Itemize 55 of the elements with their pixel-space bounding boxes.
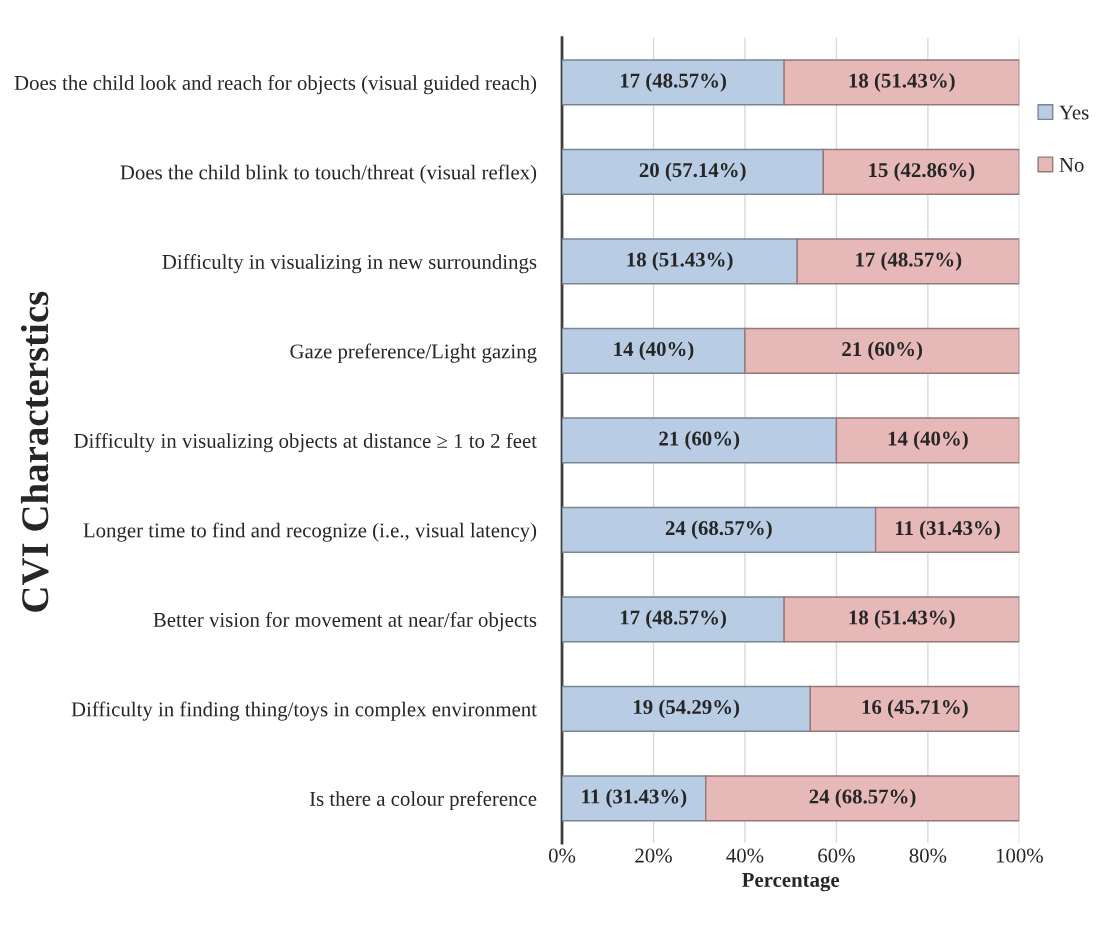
y-axis-title: CVI Characterstics [20, 291, 49, 612]
y-tick-label: Better vision for movement at near/far objects [153, 612, 537, 632]
data-label: 11 (31.43%) [582, 788, 687, 808]
bar [796, 238, 1020, 285]
x-tick-label: 100% [996, 848, 1043, 863]
data-label: 24 (68.57%) [809, 788, 916, 808]
x-tick-label: 60% [818, 848, 855, 863]
bar [783, 59, 1020, 106]
x-axis-title: Percentage [742, 873, 840, 892]
data-label: 24 (68.57%) [665, 520, 772, 540]
bar [822, 148, 1020, 195]
bar [783, 596, 1020, 643]
data-label: 18 (51.43%) [849, 72, 955, 92]
legend-label: Yes [1059, 105, 1089, 120]
data-label: 17 (48.57%) [856, 251, 962, 271]
bar [809, 685, 1020, 732]
data-label: 14 (40%) [888, 430, 968, 450]
data-label: 18 (51.43%) [849, 609, 955, 629]
x-tick-label: 0% [548, 848, 576, 863]
data-label: 17 (48.57%) [620, 609, 726, 629]
bar [562, 238, 798, 285]
bar [562, 685, 811, 732]
y-tick-label: Gaze preference/Light gazing [290, 343, 537, 363]
data-label: 20 (57.14%) [639, 162, 746, 182]
bar [874, 506, 1020, 553]
y-tick-label: Longer time to find and recognize (i.e., visual latency) [83, 522, 537, 542]
data-label: 16 (45.71%) [862, 699, 968, 719]
data-label: 17 (48.57%) [620, 72, 726, 92]
y-tick-label: Does the child blink to touch/threat (visual reflex) [120, 164, 537, 184]
bar [835, 417, 1020, 464]
bar [562, 148, 825, 195]
bar [705, 775, 1020, 822]
bar [562, 775, 707, 822]
data-label: 19 (54.29%) [634, 699, 740, 719]
data-label: 18 (51.43%) [627, 251, 733, 271]
x-tick-label: 40% [726, 848, 764, 863]
x-tick-label: 20% [635, 848, 672, 863]
y-tick-label: Difficulty in finding thing/toys in complex environment [71, 701, 537, 721]
y-tick-label: Is there a colour preference [309, 791, 537, 811]
data-label: 15 (42.86%) [869, 162, 975, 182]
data-label: 11 (31.43%) [895, 520, 1000, 540]
bar [562, 59, 785, 106]
data-label: 21 (60%) [659, 430, 740, 450]
bar [562, 596, 785, 643]
bar [562, 506, 877, 553]
data-label: 21 (60%) [842, 341, 923, 361]
legend-label: No [1059, 158, 1084, 172]
x-tick-label: 80% [909, 848, 947, 863]
data-label: 14 (40%) [614, 341, 694, 361]
y-tick-label: Difficulty in visualizing objects at distance ≥ 1 to 2 feet [74, 433, 537, 453]
bar [744, 327, 1020, 374]
bar [562, 417, 838, 464]
y-tick-label: Does the child look and reach for objects (visual guided reach) [14, 75, 537, 95]
y-tick-label: Difficulty in visualizing in new surroundings [162, 254, 537, 274]
bar [562, 327, 746, 374]
